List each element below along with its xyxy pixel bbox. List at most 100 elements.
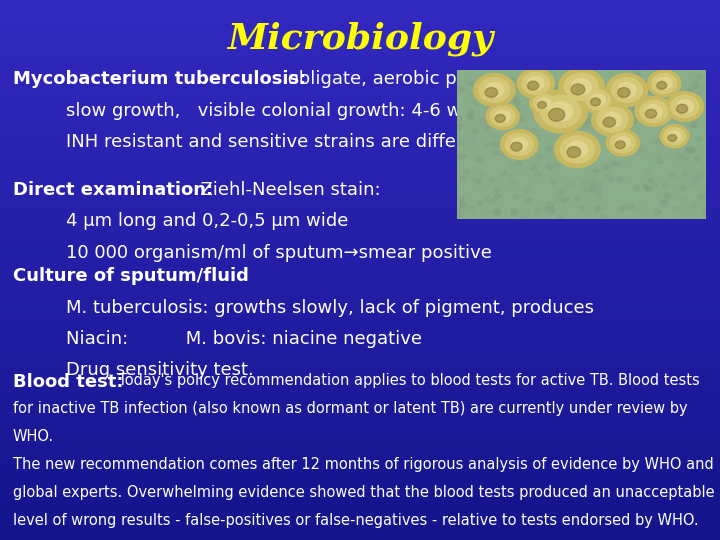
- Circle shape: [611, 133, 635, 153]
- Circle shape: [657, 122, 664, 127]
- Circle shape: [600, 77, 607, 82]
- Circle shape: [500, 130, 538, 159]
- Circle shape: [576, 103, 582, 108]
- Circle shape: [523, 150, 528, 154]
- Circle shape: [485, 141, 491, 146]
- Circle shape: [608, 177, 614, 182]
- Circle shape: [681, 155, 688, 160]
- Circle shape: [470, 208, 476, 213]
- Text: obligate, aerobic parazite, acid-fast: obligate, aerobic parazite, acid-fast: [282, 70, 608, 88]
- Circle shape: [505, 143, 511, 148]
- Circle shape: [486, 118, 492, 123]
- Text: Blood test:: Blood test:: [13, 373, 123, 390]
- Circle shape: [684, 148, 690, 153]
- Circle shape: [599, 109, 606, 113]
- Circle shape: [619, 161, 626, 166]
- Circle shape: [465, 115, 471, 120]
- Circle shape: [553, 163, 559, 168]
- Circle shape: [670, 126, 675, 131]
- Circle shape: [503, 145, 509, 151]
- Circle shape: [549, 166, 554, 171]
- Circle shape: [664, 127, 685, 145]
- Circle shape: [473, 156, 480, 160]
- Circle shape: [528, 77, 544, 90]
- Circle shape: [522, 191, 528, 196]
- Circle shape: [534, 90, 588, 133]
- Circle shape: [558, 190, 564, 194]
- Circle shape: [461, 140, 467, 145]
- Circle shape: [631, 176, 637, 180]
- Circle shape: [642, 152, 648, 157]
- Circle shape: [625, 77, 631, 82]
- Circle shape: [701, 92, 707, 97]
- Circle shape: [642, 133, 647, 138]
- Text: slow growth,   visible colonial growth: 4-6 weeks: slow growth, visible colonial growth: 4-…: [66, 102, 503, 119]
- Circle shape: [648, 70, 681, 97]
- Circle shape: [512, 149, 518, 154]
- Circle shape: [473, 100, 480, 105]
- Circle shape: [548, 186, 554, 191]
- Circle shape: [616, 137, 630, 148]
- Circle shape: [568, 90, 574, 94]
- Circle shape: [616, 128, 622, 133]
- Circle shape: [590, 98, 600, 106]
- Circle shape: [510, 131, 516, 136]
- Circle shape: [636, 86, 642, 91]
- Circle shape: [670, 87, 676, 92]
- Circle shape: [480, 118, 486, 123]
- Circle shape: [621, 110, 627, 114]
- Circle shape: [546, 147, 552, 152]
- Circle shape: [653, 77, 659, 82]
- Circle shape: [606, 157, 612, 162]
- Circle shape: [687, 90, 693, 95]
- Circle shape: [642, 184, 649, 189]
- Circle shape: [698, 195, 704, 200]
- Circle shape: [492, 120, 499, 125]
- Circle shape: [691, 115, 698, 120]
- Circle shape: [525, 128, 531, 133]
- Circle shape: [615, 79, 621, 84]
- Circle shape: [698, 171, 705, 176]
- Circle shape: [680, 187, 686, 192]
- Circle shape: [686, 88, 692, 93]
- Circle shape: [673, 156, 680, 160]
- Circle shape: [531, 128, 537, 133]
- Circle shape: [660, 130, 666, 135]
- Circle shape: [602, 202, 608, 207]
- Circle shape: [531, 147, 537, 152]
- Circle shape: [524, 146, 530, 151]
- Circle shape: [652, 73, 677, 93]
- Circle shape: [651, 183, 657, 188]
- Circle shape: [680, 205, 685, 210]
- Circle shape: [656, 153, 662, 158]
- Circle shape: [475, 179, 482, 184]
- Circle shape: [688, 79, 695, 84]
- Circle shape: [560, 196, 567, 201]
- Circle shape: [501, 171, 507, 176]
- Circle shape: [469, 106, 476, 111]
- Circle shape: [483, 208, 489, 213]
- Circle shape: [640, 175, 647, 180]
- Circle shape: [676, 138, 682, 143]
- Circle shape: [678, 91, 685, 96]
- Circle shape: [621, 122, 627, 127]
- Circle shape: [647, 178, 654, 183]
- Circle shape: [458, 209, 464, 214]
- Circle shape: [560, 122, 566, 127]
- Circle shape: [562, 131, 568, 136]
- Circle shape: [597, 107, 628, 132]
- Circle shape: [635, 97, 672, 126]
- Circle shape: [592, 103, 633, 136]
- Circle shape: [680, 197, 686, 201]
- Circle shape: [552, 87, 558, 92]
- Circle shape: [619, 96, 626, 101]
- Circle shape: [647, 84, 654, 90]
- Circle shape: [673, 197, 679, 201]
- Circle shape: [513, 96, 519, 101]
- Circle shape: [624, 95, 631, 100]
- Circle shape: [638, 153, 644, 159]
- Circle shape: [652, 110, 658, 114]
- Text: Mycobacterium tuberculosis:: Mycobacterium tuberculosis:: [13, 70, 306, 88]
- Circle shape: [483, 139, 490, 144]
- Circle shape: [674, 146, 680, 151]
